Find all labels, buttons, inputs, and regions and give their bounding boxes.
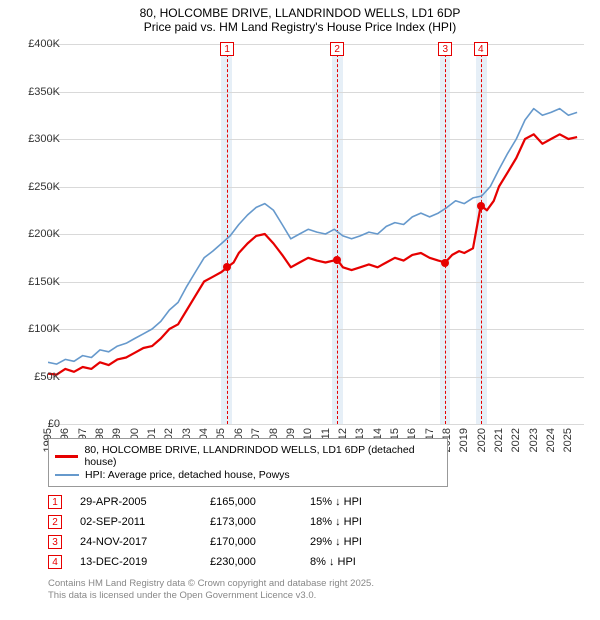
transaction-row: 4 13-DEC-2019£230,0008% ↓ HPI <box>48 552 410 572</box>
transaction-date: 02-SEP-2011 <box>80 516 210 528</box>
transactions-table: 1 29-APR-2005£165,00015% ↓ HPI 2 02-SEP-201… <box>48 492 410 572</box>
chart-lines-svg <box>48 44 584 424</box>
x-tick-label: 2020 <box>476 428 488 452</box>
marker-number-box: 4 <box>474 42 488 56</box>
transaction-hpi-diff: 29% ↓ HPI <box>310 536 410 548</box>
y-tick-label: £300K <box>14 133 60 145</box>
transaction-price: £170,000 <box>210 536 310 548</box>
legend-label: 80, HOLCOMBE DRIVE, LLANDRINDOD WELLS, L… <box>84 444 441 468</box>
transaction-number-box: 2 <box>48 515 62 529</box>
transaction-hpi-diff: 15% ↓ HPI <box>310 496 410 508</box>
y-tick-label: £350K <box>14 86 60 98</box>
legend-row: HPI: Average price, detached house, Powy… <box>55 469 441 481</box>
sale-dot <box>333 256 341 264</box>
legend-label: HPI: Average price, detached house, Powy… <box>85 469 290 481</box>
x-tick-label: 2025 <box>562 428 574 452</box>
x-tick-label: 2023 <box>528 428 540 452</box>
y-tick-label: £100K <box>14 323 60 335</box>
y-tick-label: £200K <box>14 228 60 240</box>
transaction-price: £173,000 <box>210 516 310 528</box>
sale-dot <box>477 202 485 210</box>
chart-title-line2: Price paid vs. HM Land Registry's House … <box>0 20 600 34</box>
y-tick-label: £50K <box>14 371 60 383</box>
x-tick-label: 2021 <box>493 428 505 452</box>
transaction-row: 2 02-SEP-2011£173,00018% ↓ HPI <box>48 512 410 532</box>
footer-line1: Contains HM Land Registry data © Crown c… <box>48 578 374 590</box>
transaction-row: 1 29-APR-2005£165,00015% ↓ HPI <box>48 492 410 512</box>
series-hpi <box>48 109 577 365</box>
transaction-number-box: 3 <box>48 535 62 549</box>
legend-box: 80, HOLCOMBE DRIVE, LLANDRINDOD WELLS, L… <box>48 438 448 487</box>
legend-swatch <box>55 474 79 476</box>
chart-plot-area: 1 2 3 4 <box>48 44 584 424</box>
transaction-number-box: 4 <box>48 555 62 569</box>
sale-dot <box>441 259 449 267</box>
marker-number-box: 3 <box>438 42 452 56</box>
footer-attribution: Contains HM Land Registry data © Crown c… <box>48 578 374 603</box>
sale-dot <box>223 263 231 271</box>
transaction-number-box: 1 <box>48 495 62 509</box>
transaction-date: 24-NOV-2017 <box>80 536 210 548</box>
transaction-date: 29-APR-2005 <box>80 496 210 508</box>
transaction-row: 3 24-NOV-2017£170,00029% ↓ HPI <box>48 532 410 552</box>
chart-title-line1: 80, HOLCOMBE DRIVE, LLANDRINDOD WELLS, L… <box>0 6 600 20</box>
transaction-hpi-diff: 18% ↓ HPI <box>310 516 410 528</box>
chart-title-block: 80, HOLCOMBE DRIVE, LLANDRINDOD WELLS, L… <box>0 0 600 36</box>
y-tick-label: £150K <box>14 276 60 288</box>
transaction-price: £165,000 <box>210 496 310 508</box>
legend-swatch <box>55 455 78 458</box>
y-tick-label: £400K <box>14 38 60 50</box>
footer-line2: This data is licensed under the Open Gov… <box>48 590 374 602</box>
x-tick-label: 2019 <box>458 428 470 452</box>
transaction-price: £230,000 <box>210 556 310 568</box>
marker-number-box: 2 <box>330 42 344 56</box>
x-tick-label: 2024 <box>545 428 557 452</box>
transaction-date: 13-DEC-2019 <box>80 556 210 568</box>
y-tick-label: £250K <box>14 181 60 193</box>
marker-number-box: 1 <box>220 42 234 56</box>
legend-row: 80, HOLCOMBE DRIVE, LLANDRINDOD WELLS, L… <box>55 444 441 468</box>
transaction-hpi-diff: 8% ↓ HPI <box>310 556 410 568</box>
x-tick-label: 2022 <box>510 428 522 452</box>
gridline-h <box>48 424 584 425</box>
